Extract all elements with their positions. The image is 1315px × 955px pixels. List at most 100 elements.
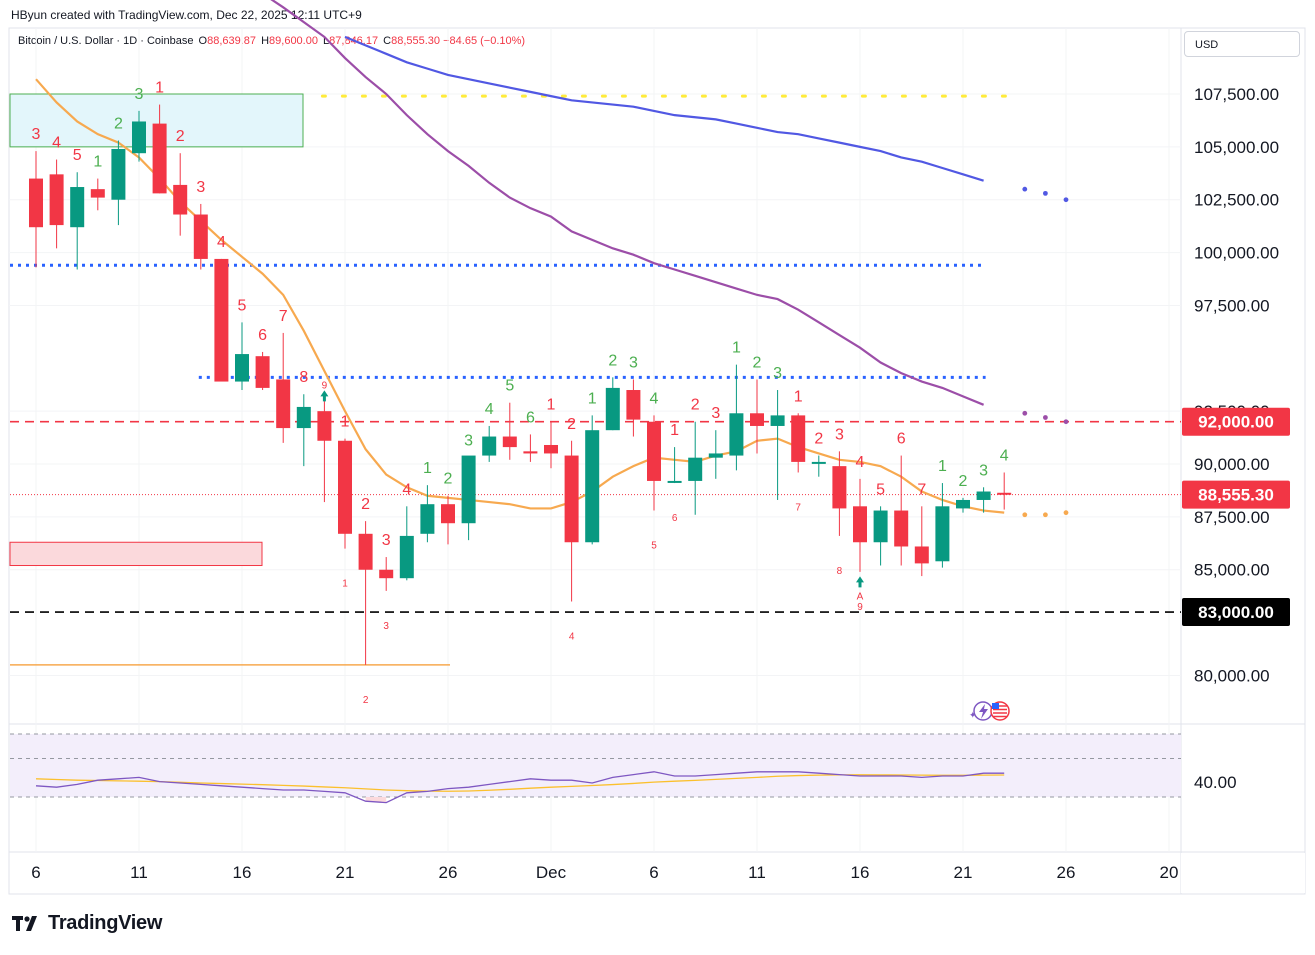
sequence-marker: 3 <box>135 86 144 103</box>
sequence-marker: 2 <box>361 496 370 513</box>
buy-arrow <box>320 390 329 402</box>
sequence-marker: 8 <box>837 566 843 577</box>
time-axis-label: 21 <box>336 863 355 882</box>
candle-body <box>70 187 85 228</box>
sequence-marker: 2 <box>567 416 576 433</box>
candle <box>338 438 352 549</box>
candle-body <box>605 387 620 431</box>
candle-body <box>482 436 497 456</box>
signal-label: A <box>857 591 864 602</box>
high-label: H <box>261 35 270 47</box>
tradingview-logo: TradingView <box>12 912 162 935</box>
last-price-tag-bg <box>1182 480 1290 509</box>
us-flag-canton <box>992 703 999 709</box>
price-tag-bg <box>1182 407 1290 436</box>
sequence-marker: 8 <box>299 369 308 386</box>
candle-body <box>399 535 414 579</box>
candle <box>832 451 847 536</box>
candle-body <box>647 421 661 481</box>
sequence-marker: 6 <box>672 513 678 524</box>
open-label: O <box>198 35 208 47</box>
candle-body <box>255 356 270 388</box>
sequence-marker: 1 <box>341 414 350 431</box>
sequence-marker: 3 <box>773 365 782 382</box>
sequence-marker: 4 <box>650 390 659 407</box>
candle <box>111 140 126 226</box>
ma-slow-line <box>344 35 984 182</box>
sequence-marker: 3 <box>464 433 473 450</box>
sequence-marker: 1 <box>93 154 102 171</box>
currency-button[interactable]: USD <box>1184 31 1300 57</box>
ma-projection-dot <box>1022 410 1028 416</box>
candle-body <box>688 457 703 481</box>
candle-body <box>420 504 435 534</box>
price-axis-label: 105,000.00 <box>1194 138 1279 157</box>
sequence-marker: 4 <box>217 234 226 251</box>
sequence-marker: 3 <box>629 354 638 371</box>
candle <box>358 521 373 665</box>
candle <box>976 487 991 513</box>
time-axis-label: Dec <box>536 863 567 882</box>
sequence-marker: 5 <box>238 297 247 314</box>
credit-line: HByun created with TradingView.com, Dec … <box>11 8 362 22</box>
time-axis-label: 26 <box>1057 863 1076 882</box>
sequence-marker: 1 <box>155 80 164 97</box>
candle-body <box>358 533 373 570</box>
price-axis-label: 87,500.00 <box>1194 508 1270 527</box>
candle <box>688 421 703 515</box>
candle <box>193 203 208 270</box>
close-label: C <box>383 35 392 47</box>
candle <box>379 557 394 591</box>
candle-body <box>894 510 909 547</box>
candle-body <box>461 455 476 524</box>
candle <box>585 415 600 545</box>
event-icons: ✦ <box>969 701 1010 721</box>
tradingview-logo-icon <box>12 915 37 931</box>
candle-body <box>708 453 723 458</box>
candle <box>214 258 229 382</box>
candle <box>647 415 661 511</box>
candle-body <box>976 491 991 500</box>
candle-body <box>791 415 806 462</box>
candle-body <box>338 440 352 534</box>
candle-body <box>997 492 1012 495</box>
sequence-marker: 7 <box>917 481 926 498</box>
candle <box>399 506 414 581</box>
sequence-marker: 2 <box>691 397 700 414</box>
candle <box>791 413 806 473</box>
candle <box>441 495 455 545</box>
brand-name: TradingView <box>48 912 163 934</box>
rsi-band <box>10 734 1181 797</box>
candle-body <box>441 504 455 524</box>
candle-body <box>585 430 600 543</box>
sequence-marker: 3 <box>711 405 720 422</box>
candle <box>173 153 188 236</box>
sequence-marker: 3 <box>382 532 391 549</box>
candle <box>894 455 909 566</box>
sequence-marker: 2 <box>959 473 968 490</box>
candle <box>811 455 826 477</box>
sequence-marker: 2 <box>363 695 369 706</box>
sequence-marker: 1 <box>938 458 947 475</box>
candle <box>729 364 744 471</box>
sequence-marker: 3 <box>835 426 844 443</box>
candle-body <box>29 178 43 228</box>
candle <box>750 379 764 454</box>
sequence-marker: 1 <box>588 390 597 407</box>
sequence-marker: 4 <box>52 135 61 152</box>
candle <box>132 110 146 162</box>
sequence-marker: 1 <box>547 397 556 414</box>
sequence-marker: 5 <box>876 481 885 498</box>
ma-projection-dot <box>1043 190 1048 196</box>
sparkle-icon: ✦ <box>969 710 977 720</box>
candle-body <box>235 354 249 382</box>
ma-projection-dot <box>1063 419 1069 425</box>
sequence-marker: 2 <box>608 352 617 369</box>
lightning-icon-glyph <box>979 704 988 719</box>
candle <box>255 351 270 391</box>
sequence-marker: 3 <box>979 462 988 479</box>
close-value: 88,555.30 <box>391 35 441 47</box>
candle <box>523 434 538 462</box>
price-axis-label: 90,000.00 <box>1194 455 1270 474</box>
